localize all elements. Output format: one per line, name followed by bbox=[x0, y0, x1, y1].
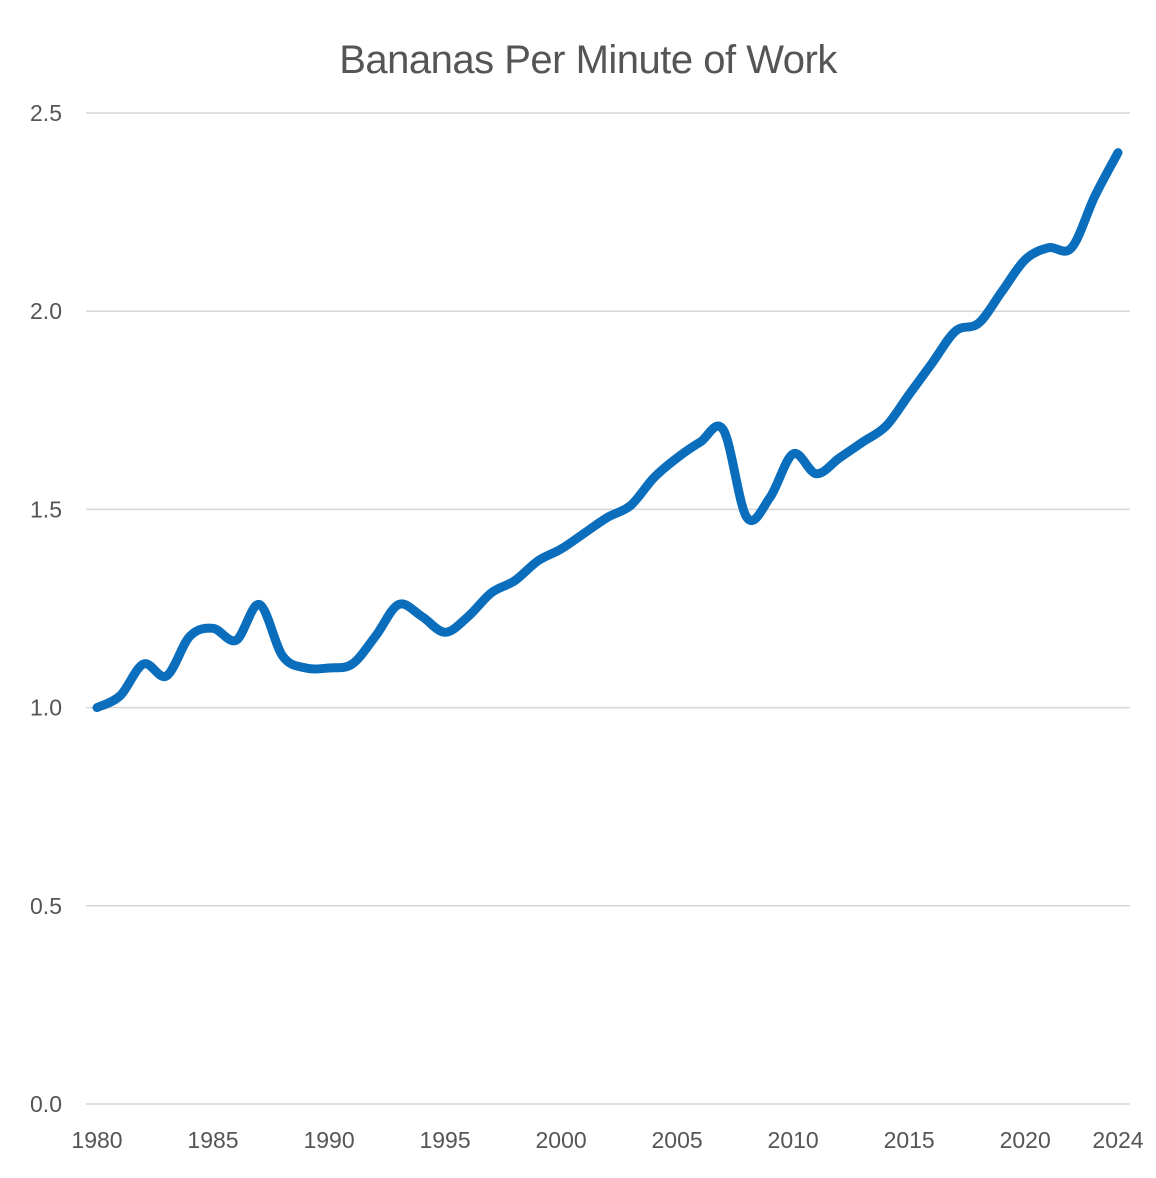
x-tick-label: 2005 bbox=[652, 1127, 703, 1153]
series-line bbox=[92, 148, 1123, 713]
y-tick-label: 0.5 bbox=[30, 893, 62, 919]
y-axis-tick-labels: 0.0 0.5 1.0 1.5 2.0 2.5 bbox=[30, 100, 62, 1117]
gridlines bbox=[86, 112, 1130, 1105]
x-tick-label: 1985 bbox=[187, 1127, 238, 1153]
y-tick-label: 0.0 bbox=[30, 1091, 62, 1117]
x-tick-label: 1980 bbox=[71, 1127, 122, 1153]
y-tick-label: 2.0 bbox=[30, 298, 62, 324]
y-tick-label: 1.0 bbox=[30, 695, 62, 721]
chart-title: Bananas Per Minute of Work bbox=[339, 38, 838, 82]
x-tick-label: 2010 bbox=[768, 1127, 819, 1153]
series-layer bbox=[92, 148, 1123, 713]
y-tick-label: 2.5 bbox=[30, 100, 62, 126]
x-tick-label: 2024 bbox=[1092, 1127, 1143, 1153]
y-tick-label: 1.5 bbox=[30, 496, 62, 522]
x-tick-label: 2020 bbox=[1000, 1127, 1051, 1153]
x-tick-label: 1990 bbox=[303, 1127, 354, 1153]
x-tick-label: 1995 bbox=[419, 1127, 470, 1153]
x-axis-tick-labels: 1980 1985 1990 1995 2000 2005 2010 2015 2020 2024 bbox=[71, 1127, 1143, 1153]
x-tick-label: 2000 bbox=[536, 1127, 587, 1153]
x-tick-label: 2015 bbox=[884, 1127, 935, 1153]
